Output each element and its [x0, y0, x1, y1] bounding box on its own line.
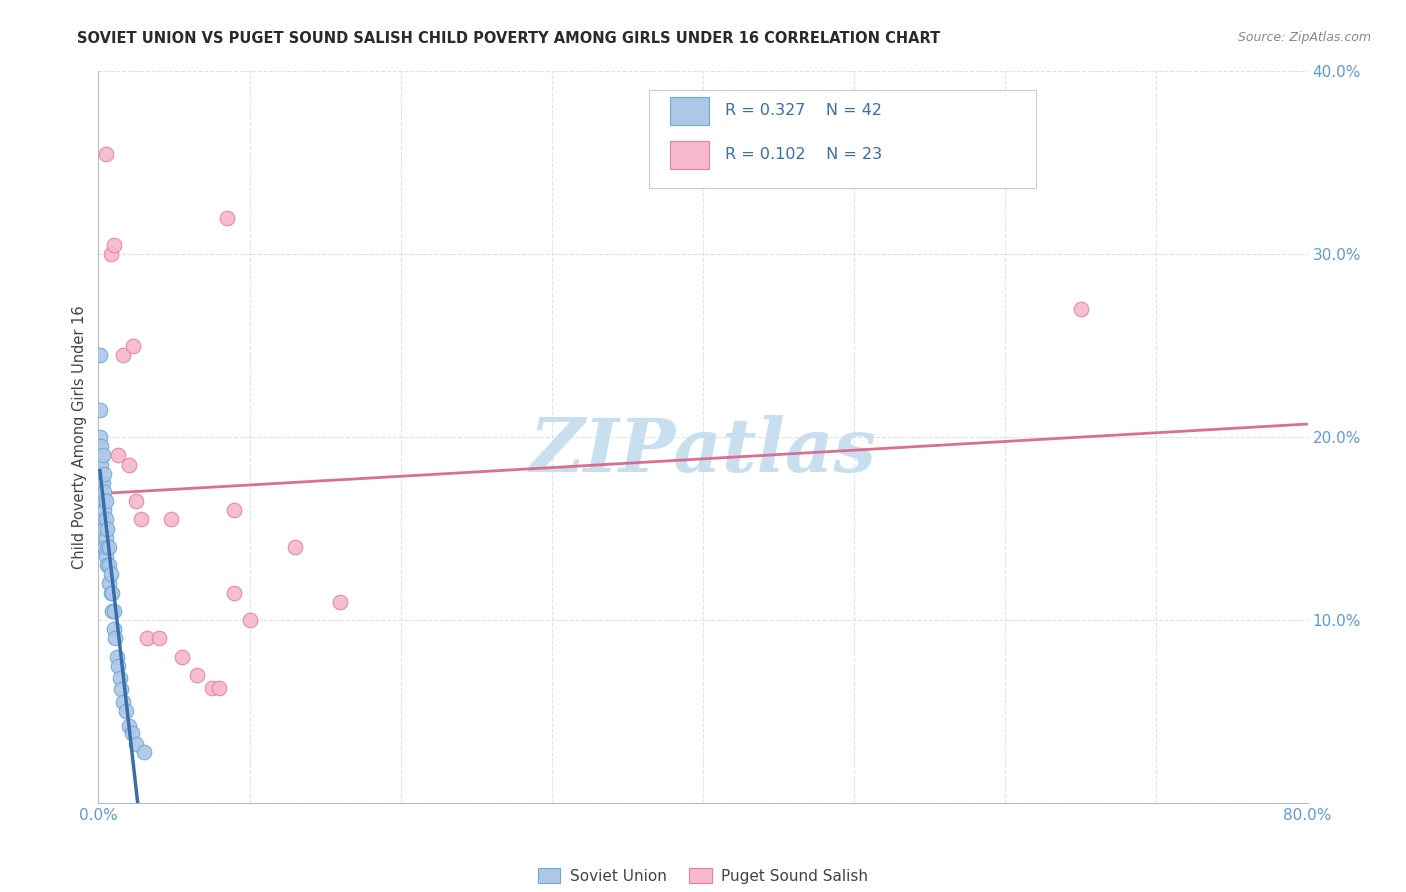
Text: R = 0.102    N = 23: R = 0.102 N = 23 [724, 146, 882, 161]
Point [96, 540, 118, 554]
Point [107, 448, 129, 462]
Point [98, 558, 121, 573]
Point [108, 672, 131, 686]
Point [107, 658, 129, 673]
Point [118, 719, 141, 733]
Point [1070, 301, 1092, 317]
Point [122, 338, 145, 352]
Point [100, 247, 122, 261]
Point [90, 458, 112, 472]
Point [94, 512, 117, 526]
Point [90, 439, 112, 453]
Point [111, 695, 134, 709]
Point [94, 531, 117, 545]
Point [110, 682, 132, 697]
Bar [671, 97, 709, 125]
Point [101, 585, 124, 599]
Point [224, 585, 246, 599]
Point [100, 585, 122, 599]
Point [329, 594, 352, 608]
Point [239, 613, 262, 627]
Point [215, 211, 238, 225]
Point [91, 448, 114, 462]
Point [93, 503, 115, 517]
Point [94, 146, 117, 161]
Point [98, 576, 121, 591]
Point [170, 649, 193, 664]
Point [103, 622, 125, 636]
Point [93, 540, 115, 554]
FancyBboxPatch shape [648, 90, 1035, 188]
Point [93, 485, 115, 500]
Text: SOVIET UNION VS PUGET SOUND SALISH CHILD POVERTY AMONG GIRLS UNDER 16 CORRELATIO: SOVIET UNION VS PUGET SOUND SALISH CHILD… [77, 31, 941, 46]
Point [98, 540, 121, 554]
Point [201, 681, 224, 695]
Bar [671, 141, 709, 169]
Point [186, 667, 208, 681]
Y-axis label: Child Poverty Among Girls Under 16: Child Poverty Among Girls Under 16 [72, 305, 87, 569]
Point [105, 649, 128, 664]
Point [148, 632, 170, 646]
Text: Source: ZipAtlas.com: Source: ZipAtlas.com [1237, 31, 1371, 45]
Point [91, 494, 114, 508]
Legend: Soviet Union, Puget Sound Salish: Soviet Union, Puget Sound Salish [531, 862, 875, 890]
Point [101, 604, 124, 618]
Text: R = 0.327    N = 42: R = 0.327 N = 42 [724, 103, 882, 118]
Point [125, 494, 148, 508]
Point [111, 348, 134, 362]
Point [89, 348, 111, 362]
Point [114, 705, 136, 719]
Point [132, 745, 155, 759]
Point [103, 604, 125, 618]
Point [96, 558, 118, 573]
Point [103, 238, 125, 252]
Point [90, 475, 112, 490]
Point [100, 567, 122, 582]
Point [284, 540, 307, 554]
Point [118, 458, 141, 472]
Point [160, 512, 183, 526]
Point [121, 726, 143, 740]
Point [96, 521, 118, 535]
Point [91, 512, 114, 526]
Point [94, 494, 117, 508]
Text: ZIPatlas: ZIPatlas [530, 416, 876, 488]
Point [89, 402, 111, 417]
Point [208, 681, 231, 695]
Point [93, 521, 115, 535]
Point [94, 549, 117, 563]
Point [89, 430, 111, 444]
Point [129, 512, 152, 526]
Point [91, 475, 114, 490]
Point [135, 632, 157, 646]
Point [125, 737, 148, 751]
Point [93, 467, 115, 481]
Point [104, 632, 127, 646]
Point [224, 503, 246, 517]
